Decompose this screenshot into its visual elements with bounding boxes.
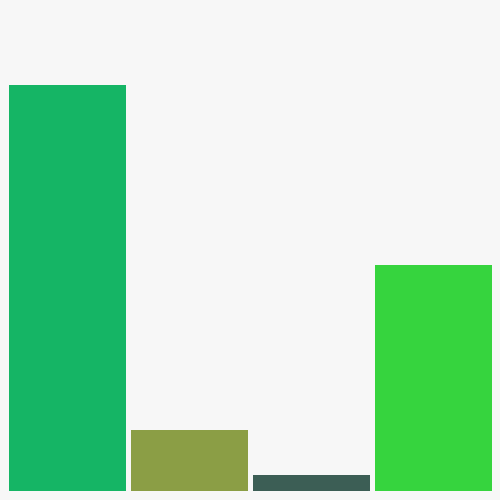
bar (131, 430, 248, 491)
bar (9, 85, 126, 491)
bar (375, 265, 492, 491)
bar (253, 475, 370, 491)
